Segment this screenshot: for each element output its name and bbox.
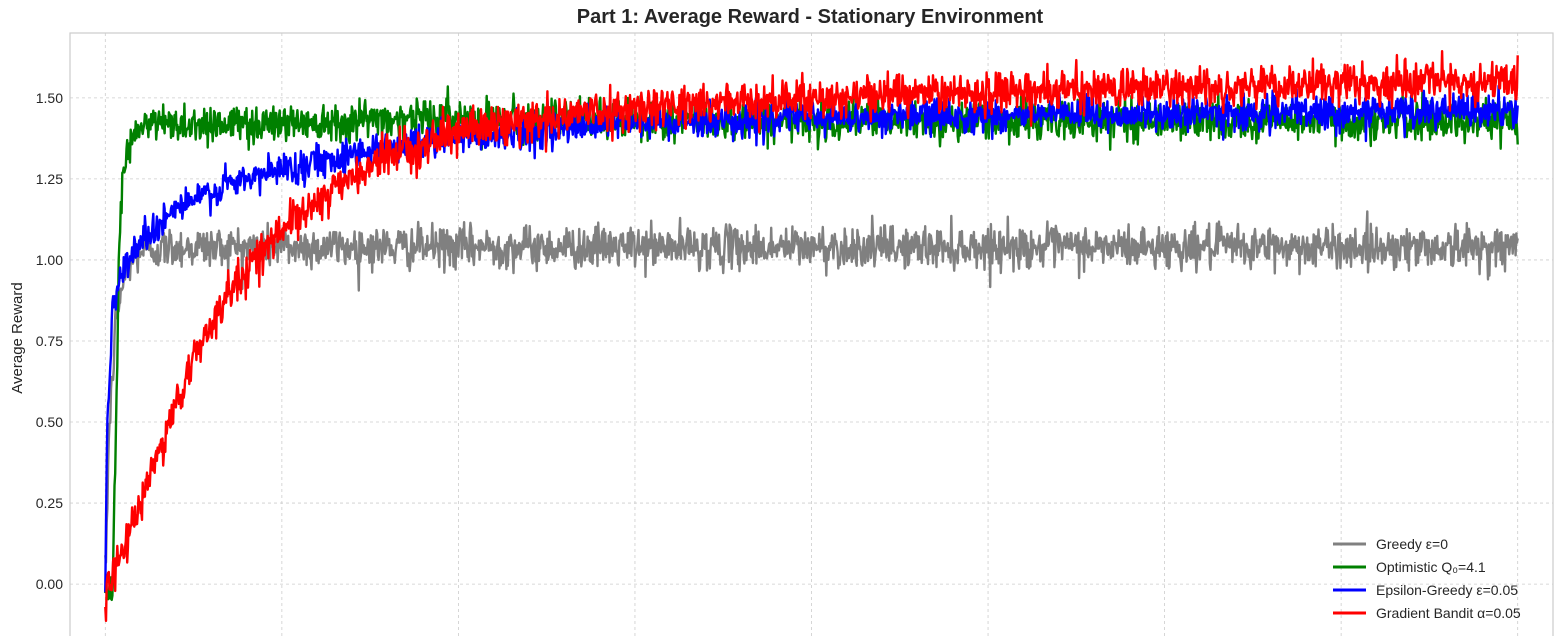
y-tick-label-3: 0.75 [36,333,63,349]
chart-title: Part 1: Average Reward - Stationary Envi… [577,6,1044,28]
y-tick-label-6: 1.50 [36,90,63,106]
legend-label-1: Optimistic Q₀=4.1 [1376,559,1486,575]
y-tick-label-4: 1.00 [36,252,63,268]
y-tick-label-2: 0.50 [36,414,63,430]
series-line-0 [104,210,1519,564]
legend-label-3: Gradient Bandit α=0.05 [1376,605,1521,621]
y-tick-labels: 0.00 0.25 0.50 0.75 1.00 1.25 1.50 [36,90,63,592]
legend: Greedy ε=0 Optimistic Q₀=4.1 Epsilon-Greed… [1333,536,1521,621]
legend-label-0: Greedy ε=0 [1376,536,1448,552]
series-line-3 [104,50,1519,622]
y-tick-label-1: 0.25 [36,495,63,511]
y-tick-label-5: 1.25 [36,171,63,187]
y-axis-label: Average Reward [9,282,26,393]
plot-frame [69,32,1554,636]
y-tick-label-0: 0.00 [36,576,63,592]
series-lines [104,50,1519,622]
legend-label-2: Epsilon-Greedy ε=0.05 [1376,582,1518,598]
